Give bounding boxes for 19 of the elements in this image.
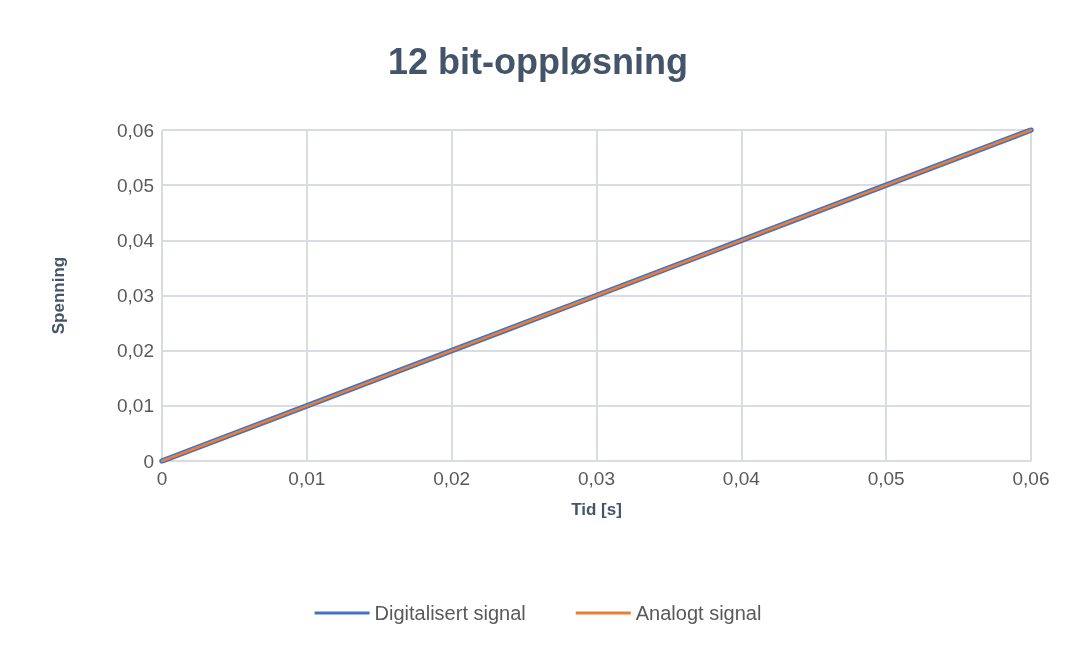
x-axis-title: Tid [s] [571, 500, 622, 519]
x-tick-label: 0,06 [1012, 468, 1050, 489]
chart-title: 12 bit-oppløsning [388, 40, 688, 82]
legend-label: Analogt signal [635, 602, 762, 624]
y-tick-label: 0,05 [117, 174, 154, 196]
x-tick-label: 0,01 [288, 468, 326, 489]
y-tick-label: 0,06 [117, 119, 154, 141]
y-tick-label: 0,02 [117, 340, 154, 362]
x-tick-label: 0,04 [722, 468, 761, 489]
y-tick-label: 0,01 [117, 395, 154, 417]
y-tick-label: 0,03 [117, 285, 154, 306]
x-tick-label: 0,05 [867, 468, 905, 489]
x-tick-label: 0,02 [433, 468, 471, 489]
y-tick-label: 0,04 [117, 229, 155, 251]
x-tick-label: 0,03 [578, 468, 615, 489]
x-tick-label: 0 [156, 468, 168, 489]
y-tick-label: 0 [143, 450, 154, 472]
y-axis-title: Spenning [49, 256, 68, 335]
legend-label: Digitalisert signal [374, 602, 526, 624]
